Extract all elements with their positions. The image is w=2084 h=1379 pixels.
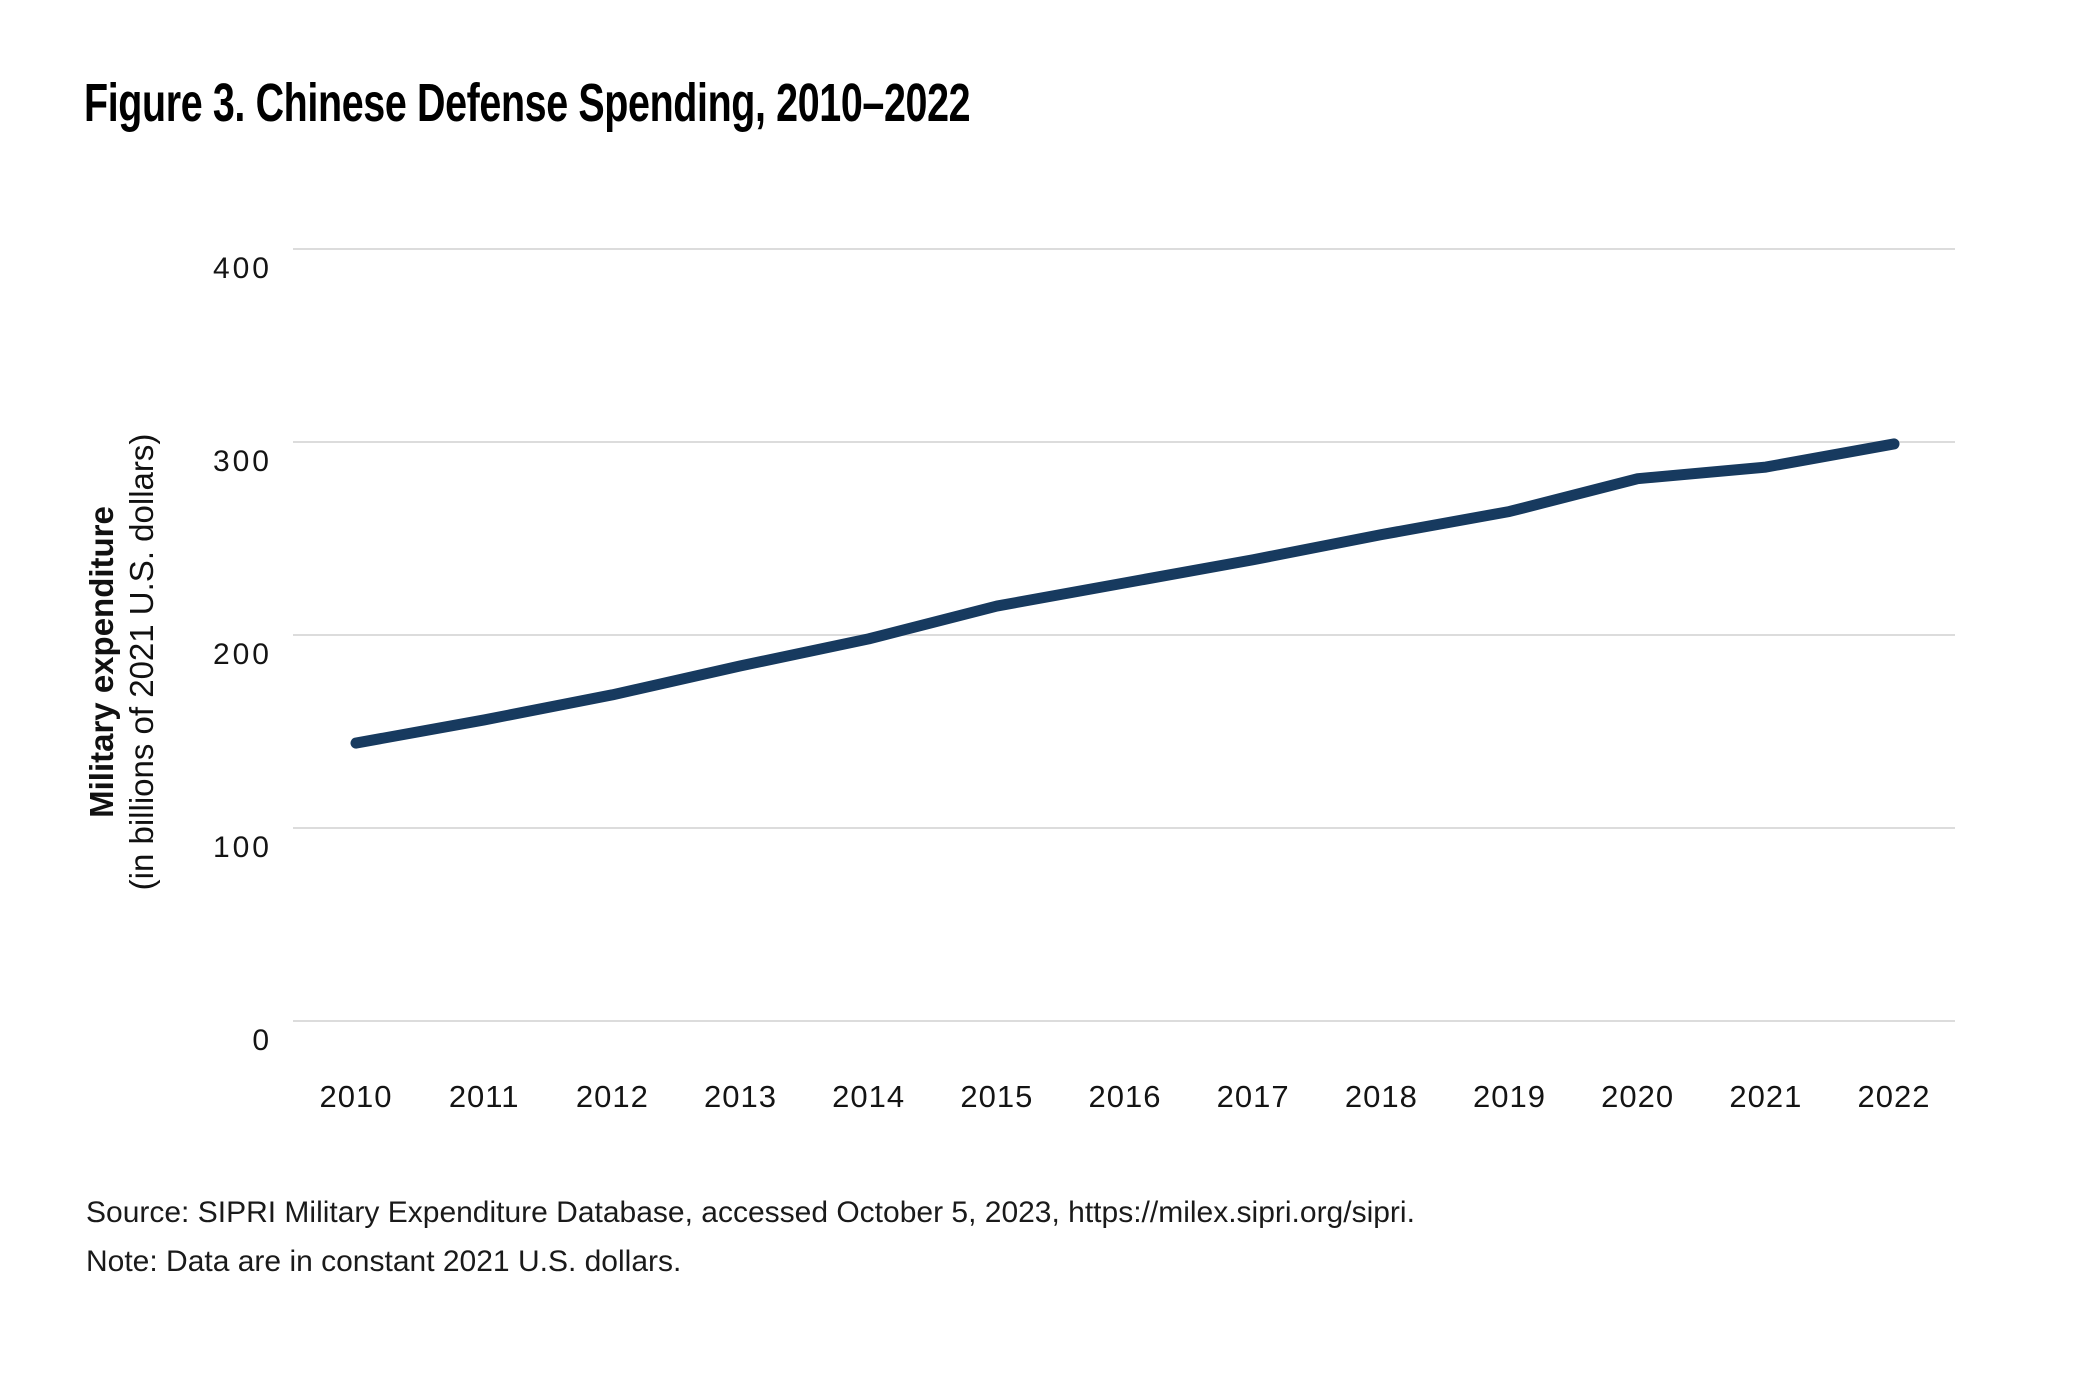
y-axis-title-sub: (in billions of 2021 U.S. dollars) <box>123 433 160 891</box>
x-tick-label-2012: 2012 <box>575 1079 649 1114</box>
x-tick-label-2014: 2014 <box>832 1079 906 1114</box>
x-tick-label-2015: 2015 <box>960 1079 1034 1114</box>
y-tick-label-300: 300 <box>212 445 272 478</box>
x-tick-label-2019: 2019 <box>1473 1079 1546 1114</box>
x-tick-label-2018: 2018 <box>1344 1079 1418 1114</box>
y-tick-label-200: 200 <box>212 638 272 671</box>
x-tick-label-2016: 2016 <box>1088 1079 1162 1114</box>
x-tick-label-2021: 2021 <box>1729 1079 1803 1114</box>
x-tick-label-2010: 2010 <box>319 1079 393 1114</box>
x-tick-label-2013: 2013 <box>704 1079 777 1114</box>
y-tick-label-0: 0 <box>252 1024 272 1057</box>
x-tick-label-2022: 2022 <box>1857 1079 1931 1114</box>
x-tick-label-2011: 2011 <box>448 1079 520 1114</box>
x-tick-label-2020: 2020 <box>1601 1079 1675 1114</box>
data-line-chinese-military-expenditure <box>350 438 1900 749</box>
source-text: Source: SIPRI Military Expenditure Datab… <box>86 1196 1415 1229</box>
figure-title: Figure 3. Chinese Defense Spending, 2010… <box>84 73 971 133</box>
y-tick-label-100: 100 <box>212 831 272 864</box>
y-axis-title-main: Military expenditure <box>83 506 120 818</box>
y-tick-label-400: 400 <box>212 252 272 285</box>
y-axis-title: Military expenditure (in billions of 202… <box>82 434 162 891</box>
x-tick-label-2017: 2017 <box>1216 1079 1290 1114</box>
note-text: Note: Data are in constant 2021 U.S. dol… <box>86 1245 682 1278</box>
